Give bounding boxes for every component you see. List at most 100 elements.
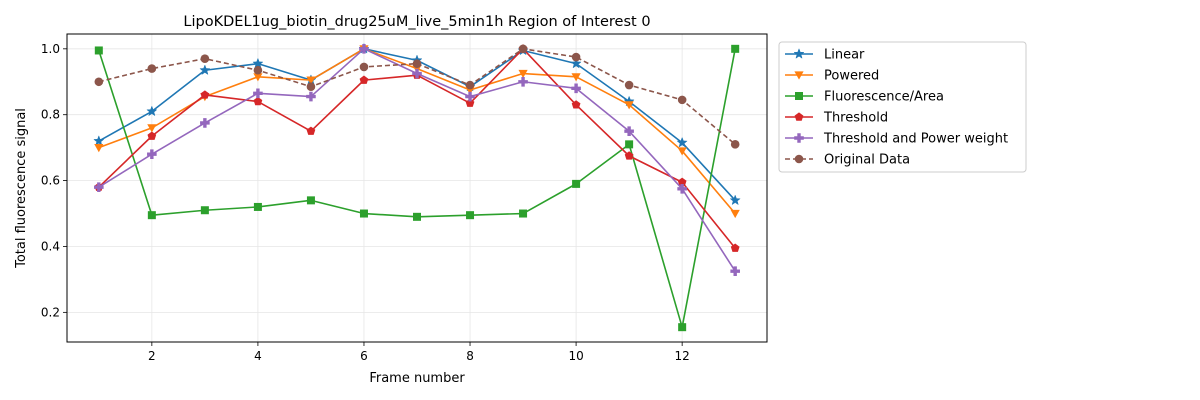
x-tick-label: 12 <box>675 349 690 363</box>
data-point-original-data <box>306 82 316 92</box>
data-point-powered <box>253 73 263 82</box>
data-point-threshold <box>677 177 687 186</box>
data-point-threshold <box>624 151 634 160</box>
data-point-original-data <box>200 54 210 64</box>
data-point-threshold <box>306 126 316 135</box>
y-tick-label: 1.0 <box>41 42 60 56</box>
legend-label: Threshold and Power weight <box>823 132 1008 147</box>
legend-label: Original Data <box>824 153 910 168</box>
axis-ticks: 2 4 6 8 10 12 0.2 0.4 0.6 0.8 1.0 <box>41 42 690 363</box>
data-point-linear <box>146 105 158 117</box>
data-point-fluorescence-area <box>306 196 315 205</box>
legend-box <box>778 41 1027 173</box>
data-point-threshold <box>253 96 263 106</box>
legend-label: Powered <box>824 69 879 84</box>
data-point-powered <box>571 73 581 82</box>
data-point-fluorescence-area <box>572 179 581 188</box>
legend-label: Threshold <box>823 111 888 126</box>
data-point-original-data <box>94 77 104 87</box>
data-point-original-data <box>730 140 740 149</box>
data-point-linear <box>676 136 688 148</box>
data-point-linear <box>93 135 105 146</box>
data-point-threshold <box>200 90 210 99</box>
data-point-threshold-and-power-weight <box>571 83 581 94</box>
legend-item-fluorescence-area: Fluorescence/Area <box>785 90 944 105</box>
data-point-powered <box>306 76 316 85</box>
legend-item-linear: Linear <box>785 48 865 63</box>
data-point-threshold <box>730 243 740 252</box>
data-point-threshold <box>465 98 475 107</box>
data-point-threshold-and-power-weight <box>94 182 104 192</box>
data-point-fluorescence-area <box>466 211 475 220</box>
series-original-data <box>94 44 740 149</box>
data-point-fluorescence-area <box>678 323 687 332</box>
x-tick-label: 4 <box>254 349 262 363</box>
data-point-powered <box>94 144 104 153</box>
data-point-threshold-and-power-weight <box>359 44 369 54</box>
data-point-powered <box>730 209 740 219</box>
series-line-fluorescence-area <box>98 48 736 328</box>
data-point-powered <box>147 124 157 133</box>
chart-title: LipoKDEL1ug_biotin_drug25uM_live_5min1h … <box>183 14 650 30</box>
data-point-threshold-and-power-weight <box>253 88 263 99</box>
data-point-threshold-and-power-weight <box>624 126 634 136</box>
data-point-fluorescence-area <box>359 209 368 218</box>
data-point-original-data <box>518 44 528 54</box>
data-point-powered <box>518 69 528 79</box>
legend-item-threshold: Threshold <box>785 111 888 126</box>
legend-marker <box>793 48 805 59</box>
series-fluorescence-area <box>94 44 740 332</box>
data-point-original-data <box>147 64 157 73</box>
data-point-threshold-and-power-weight <box>147 149 157 160</box>
series-threshold-and-power-weight <box>94 44 740 276</box>
grid <box>67 34 767 342</box>
data-point-linear <box>729 194 741 206</box>
data-point-linear <box>252 57 264 69</box>
legend-item-threshold-and-power-weight: Threshold and Power weight <box>785 132 1008 147</box>
legend-item-original-data: Original Data <box>785 153 910 168</box>
x-tick-label: 10 <box>568 349 583 363</box>
data-point-original-data <box>465 80 475 90</box>
legend-label: Fluorescence/Area <box>824 90 944 105</box>
legend-marker <box>794 112 804 121</box>
legend-marker <box>794 71 804 80</box>
data-point-original-data <box>571 52 581 62</box>
data-point-original-data <box>359 62 369 72</box>
data-point-threshold <box>359 75 369 84</box>
plot-area-frame <box>66 33 768 343</box>
data-point-fluorescence-area <box>731 44 740 53</box>
data-point-powered <box>624 101 634 110</box>
legend-label: Linear <box>824 48 865 63</box>
y-tick-label: 0.8 <box>41 108 60 122</box>
data-point-powered <box>677 147 687 156</box>
data-point-original-data <box>624 80 634 90</box>
data-point-original-data <box>677 95 687 105</box>
data-point-fluorescence-area <box>519 209 528 218</box>
data-point-threshold-and-power-weight <box>518 76 528 87</box>
data-point-fluorescence-area <box>147 211 156 220</box>
data-point-fluorescence-area <box>94 46 103 55</box>
y-axis-label: Total fluorescence signal <box>14 108 29 269</box>
data-point-threshold-and-power-weight <box>465 91 475 102</box>
data-point-fluorescence-area <box>625 140 634 149</box>
legend-marker <box>794 133 804 143</box>
data-point-threshold-and-power-weight <box>412 68 422 79</box>
data-point-threshold-and-power-weight <box>200 118 210 128</box>
y-tick-label: 0.2 <box>41 305 60 319</box>
data-point-fluorescence-area <box>413 212 421 221</box>
legend-marker <box>794 154 804 164</box>
data-point-linear <box>199 64 211 76</box>
y-tick-label: 0.6 <box>41 174 60 188</box>
data-point-threshold-and-power-weight <box>677 184 687 194</box>
legend-marker <box>795 92 803 100</box>
series-line-threshold-and-power-weight <box>98 48 736 272</box>
data-point-fluorescence-area <box>200 206 209 215</box>
data-point-threshold-and-power-weight <box>306 91 316 102</box>
data-point-threshold-and-power-weight <box>730 266 740 276</box>
x-tick-label: 6 <box>360 349 368 363</box>
data-point-original-data <box>253 65 263 75</box>
series-layer <box>93 42 741 332</box>
data-point-threshold <box>147 131 157 140</box>
legend-item-powered: Powered <box>785 69 879 84</box>
